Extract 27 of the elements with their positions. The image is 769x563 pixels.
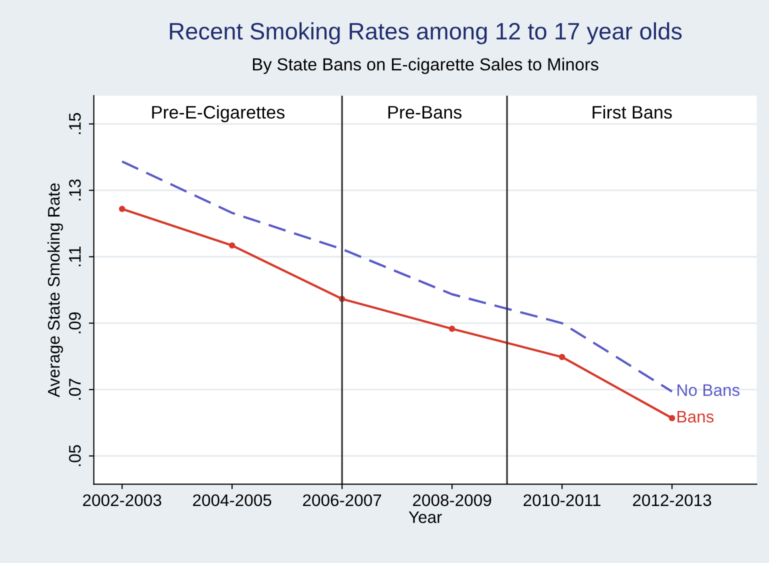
series-label: No Bans [678, 384, 740, 396]
y-tick-label: .11 [69, 246, 81, 266]
y-tick-label: .13 [69, 179, 81, 200]
point [668, 414, 676, 422]
y-tick-label: .05 [69, 445, 81, 466]
annotation: Pre-E-Cigarettes [152, 105, 285, 122]
y-tick-label: .09 [69, 312, 81, 334]
annotation: First Bans [592, 105, 672, 119]
x-tick-label: 2008-2009 [413, 494, 492, 506]
chart-subtitle: By State Bans on E-cigarette Sales to Minors [252, 58, 598, 74]
x-tick-label: 2006-2007 [303, 494, 382, 506]
x-tick-label: 2004-2005 [193, 494, 272, 506]
chart-title: Recent Smoking Rates among 12 to 17 year olds [170, 22, 682, 44]
y-tick-label: .07 [69, 378, 81, 400]
line-series [120, 160, 674, 393]
series-label: Bans [678, 410, 714, 423]
x-tick-label: 2012-2013 [633, 494, 712, 506]
x-axis-title: Year [408, 511, 442, 524]
point [558, 354, 566, 360]
annotation: Pre-Bans [388, 106, 462, 119]
point [118, 206, 126, 212]
y-tick-label: .15 [69, 113, 81, 134]
x-tick-label: 2002-2003 [83, 494, 162, 506]
x-tick-label: 2010-2011 [524, 494, 600, 506]
point [448, 326, 456, 332]
point [228, 242, 236, 249]
y-axis-title: Average State Smoking Rate [47, 183, 64, 398]
